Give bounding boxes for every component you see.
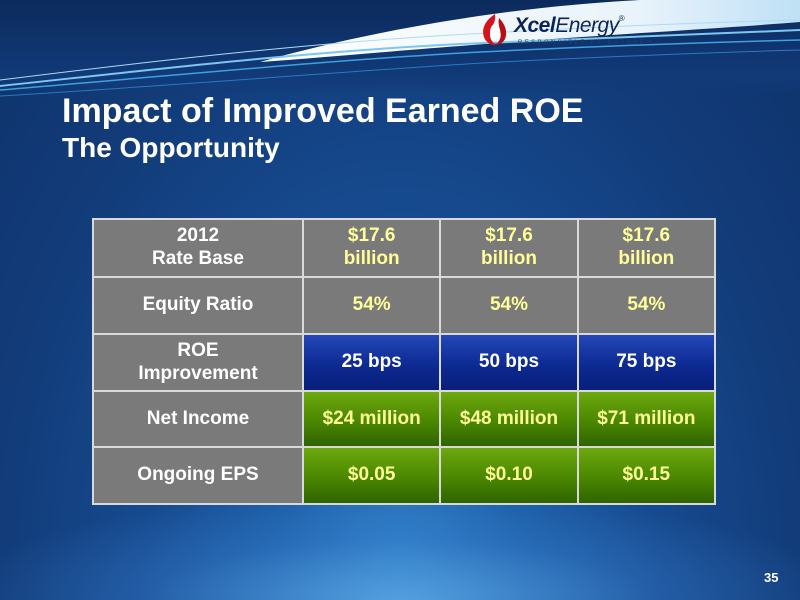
- table-row-net-income: Net Income $24 million $48 million $71 m…: [92, 390, 717, 448]
- row-label-ongoing-eps: Ongoing EPS: [92, 446, 304, 505]
- xcel-energy-logo: XcelEnergy® RESPONSIBLE BY NATURE™: [478, 10, 678, 56]
- bottom-glow: [0, 505, 800, 600]
- slide-subtitle: The Opportunity: [62, 132, 280, 163]
- table-row-roe-improvement: ROE Improvement 25 bps 50 bps 75 bps: [92, 333, 717, 392]
- flame-logo-icon: [483, 14, 507, 46]
- slide-title: Impact of Improved Earned ROE: [62, 92, 584, 130]
- rate-base-cell: $17.6 billion: [439, 218, 579, 278]
- roe-improvement-cell: 50 bps: [439, 333, 579, 392]
- net-income-cell: $71 million: [576, 390, 717, 448]
- net-income-cell: $24 million: [301, 390, 442, 448]
- logo-tagline: RESPONSIBLE BY NATURE™: [518, 40, 655, 46]
- roe-impact-table: 2012 Rate Base $17.6 billion $17.6 billion …: [92, 218, 717, 505]
- table-row-ongoing-eps: Ongoing EPS $0.05 $0.10 $0.15: [92, 446, 717, 505]
- decorative-swoosh: [0, 0, 800, 97]
- rate-base-cell: $17.6 billion: [301, 218, 442, 278]
- roe-improvement-cell: 75 bps: [576, 333, 717, 392]
- net-income-cell: $48 million: [439, 390, 579, 448]
- ongoing-eps-cell: $0.15: [576, 446, 717, 505]
- page-number: 35: [764, 570, 779, 585]
- roe-improvement-cell: 25 bps: [301, 333, 442, 392]
- row-label-net-income: Net Income: [92, 390, 304, 448]
- table-row-rate-base: 2012 Rate Base $17.6 billion $17.6 billion …: [92, 218, 717, 278]
- ongoing-eps-cell: $0.10: [439, 446, 579, 505]
- row-label-equity-ratio: Equity Ratio: [92, 276, 304, 335]
- logo-wordmark: XcelEnergy®: [514, 14, 625, 37]
- equity-ratio-cell: 54%: [301, 276, 442, 335]
- rate-base-cell: $17.6 billion: [576, 218, 717, 278]
- equity-ratio-cell: 54%: [576, 276, 717, 335]
- table-row-equity-ratio: Equity Ratio 54% 54% 54%: [92, 276, 717, 335]
- row-label-rate-base: 2012 Rate Base: [92, 218, 304, 278]
- row-label-roe-improvement: ROE Improvement: [92, 333, 304, 392]
- equity-ratio-cell: 54%: [439, 276, 579, 335]
- ongoing-eps-cell: $0.05: [301, 446, 442, 505]
